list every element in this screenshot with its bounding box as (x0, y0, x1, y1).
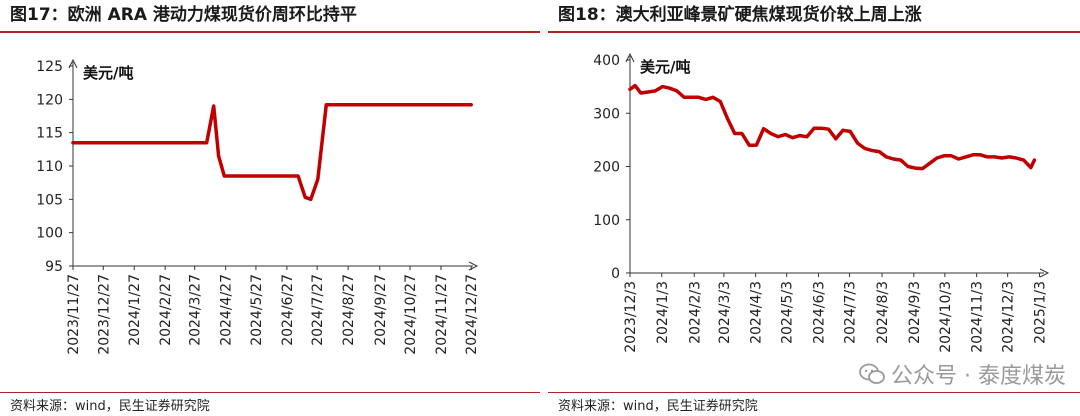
left-x-tick-label: 2024/4/27 (219, 274, 235, 346)
right-x-arrow (1039, 268, 1050, 278)
right-x-tick-label: 2023/12/3 (623, 281, 639, 353)
left-chart-panel: 图17：欧洲 ARA 港动力煤现货价周环比持平 美元/吨 95 100 105 110 1… (0, 0, 540, 414)
left-y-arrow (68, 58, 78, 69)
right-x-tick-label: 2024/3/3 (717, 281, 733, 344)
wechat-icon (859, 363, 885, 385)
watermark-text: 公众号 · 泰度煤炭 (891, 364, 1066, 389)
right-unit-label: 美元/吨 (640, 58, 690, 76)
right-y-arrow (625, 52, 635, 63)
left-x-tick-label: 2024/12/27 (464, 274, 480, 355)
footer-rule-right (548, 392, 1080, 393)
coal-price-chart-left: 美元/吨 95 100 105 110 115 120 125 2023/11/27 2023/1… (36, 58, 480, 355)
left-y-tick-label: 105 (36, 192, 63, 208)
left-y-tick-label: 95 (45, 259, 63, 275)
left-unit-label: 美元/吨 (83, 64, 133, 82)
right-y-tick-label: 200 (593, 160, 620, 176)
right-chart-panel: 图18：澳大利亚峰景矿硬焦煤现货价较上周上涨 美元/吨 0 100 200 300 400… (548, 0, 1080, 416)
left-x-tick-label: 2024/8/27 (341, 274, 357, 346)
left-x-tick-label: 2024/2/27 (158, 274, 174, 346)
right-y-tick-label: 100 (593, 213, 620, 229)
right-x-tick-label: 2024/12/3 (1001, 281, 1017, 353)
right-x-tick-label: 2024/1/3 (655, 281, 671, 344)
left-y-tick-label: 125 (36, 59, 63, 75)
right-x-tick-label: 2024/5/3 (780, 281, 796, 344)
left-x-tick-label: 2024/7/27 (310, 274, 326, 346)
right-x-tick-label: 2024/4/3 (749, 281, 765, 344)
left-y-tick-label: 110 (36, 159, 63, 175)
right-y-tick-label: 300 (593, 106, 620, 122)
right-x-tick-label: 2024/7/3 (843, 281, 859, 344)
left-y-tick-label: 100 (36, 226, 63, 242)
watermark: 公众号 · 泰度煤炭 (859, 358, 1066, 390)
right-y-tick-label: 0 (611, 266, 620, 282)
right-x-tick-label: 2024/2/3 (687, 281, 703, 344)
right-x-tick-label: 2024/9/3 (907, 281, 923, 344)
left-y-tick-label: 120 (36, 92, 63, 108)
chart-title-right: 图18：澳大利亚峰景矿硬焦煤现货价较上周上涨 (548, 0, 1080, 30)
right-x-tick-label: 2024/10/3 (938, 281, 954, 353)
right-x-tick-label: 2024/8/3 (875, 281, 891, 344)
right-x-tick-label: 2025/1/3 (1032, 281, 1048, 344)
left-x-tick-label: 2023/11/27 (66, 274, 82, 355)
source-note-left: 资料来源：wind，民生证券研究院 (10, 399, 210, 414)
left-x-tick-label: 2024/1/27 (127, 274, 143, 346)
title-rule-right (548, 31, 1080, 33)
title-rule-left (0, 31, 540, 33)
left-x-tick-label: 2023/12/27 (96, 274, 112, 355)
right-y-tick-label: 400 (593, 53, 620, 69)
left-x-tick-label: 2024/3/27 (188, 274, 204, 346)
right-x-tick-label: 2024/6/3 (811, 281, 827, 344)
chart-title-left: 图17：欧洲 ARA 港动力煤现货价周环比持平 (0, 0, 540, 30)
source-note-right: 资料来源：wind，民生证券研究院 (558, 399, 758, 414)
left-y-tick-label: 115 (36, 126, 63, 142)
left-x-tick-label: 2024/5/27 (249, 274, 265, 346)
left-x-tick-label: 2024/9/27 (373, 274, 389, 346)
left-x-tick-label: 2024/11/27 (434, 274, 450, 355)
footer-rule-left (0, 392, 540, 393)
left-series-line (71, 102, 473, 202)
right-x-tick-label: 2024/11/3 (970, 281, 986, 353)
left-x-tick-label: 2024/6/27 (280, 274, 296, 346)
coking-coal-price-chart-right: 美元/吨 0 100 200 300 400 2023/12/3 2024/1/3 2024/2… (593, 52, 1050, 353)
left-x-tick-label: 2024/10/27 (403, 274, 419, 355)
right-series-line (628, 83, 1037, 171)
